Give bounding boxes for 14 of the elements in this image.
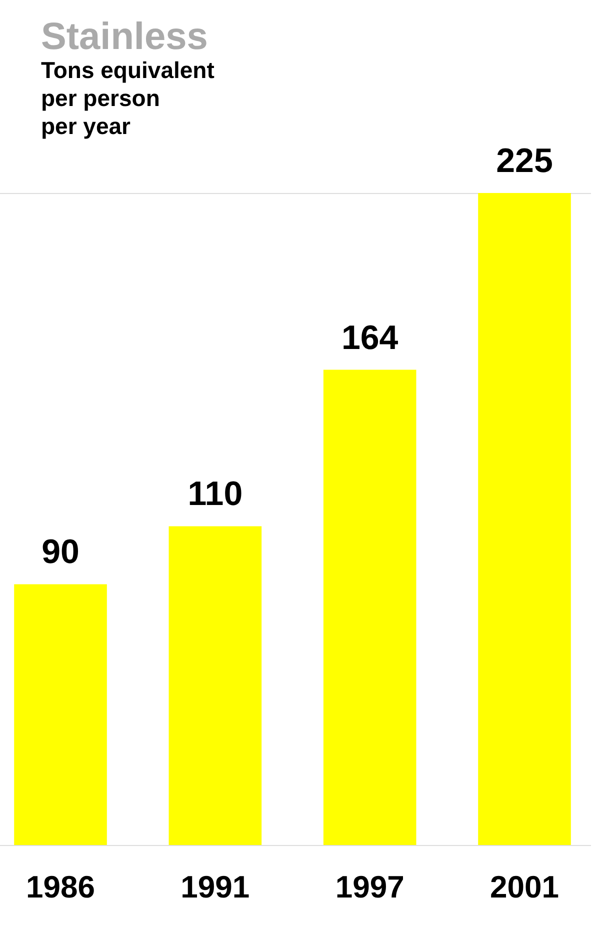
bar — [14, 584, 107, 845]
data-label: 90 — [42, 533, 80, 572]
x-tick-label: 1991 — [180, 870, 250, 904]
x-tick-label: 1997 — [335, 870, 404, 904]
chart-subtitle: Tons equivalent per person per year — [41, 57, 215, 139]
bar — [168, 526, 262, 845]
data-label: 110 — [188, 475, 243, 514]
chart-title: Stainless — [41, 16, 208, 58]
x-tick-label: 1986 — [26, 870, 95, 904]
data-label: 225 — [496, 142, 553, 180]
bar — [478, 193, 571, 845]
data-label: 164 — [341, 318, 398, 357]
bar — [323, 370, 416, 845]
x-tick-label: 2001 — [490, 870, 559, 904]
